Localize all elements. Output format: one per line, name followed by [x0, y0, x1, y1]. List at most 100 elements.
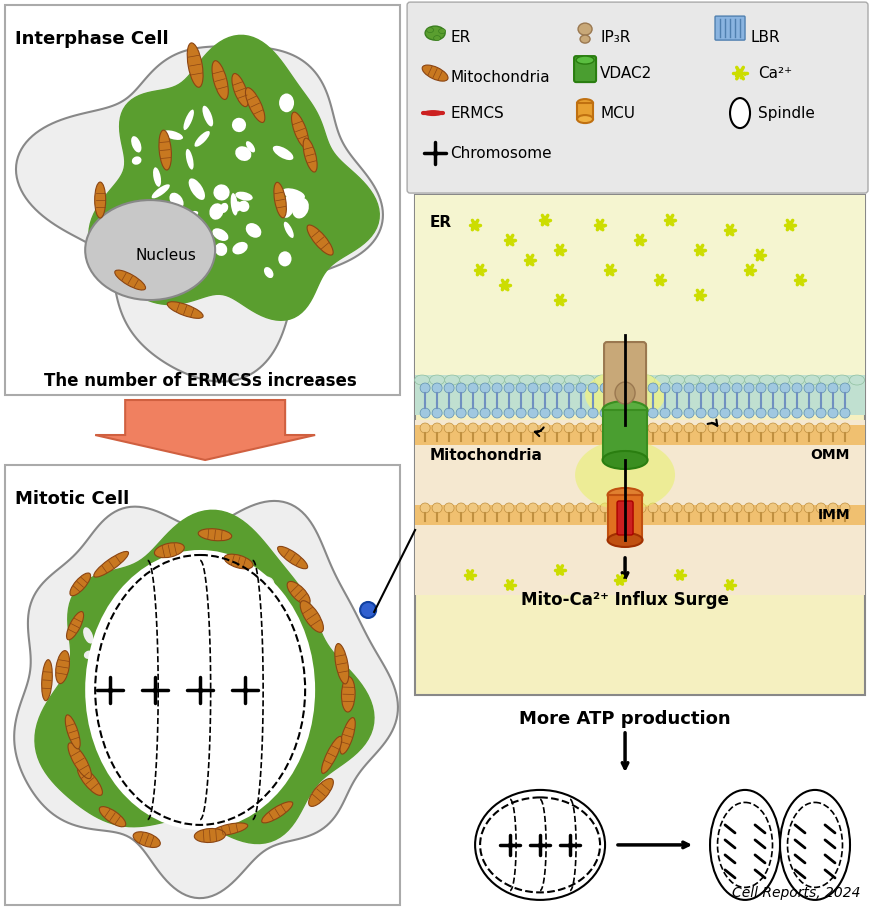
Circle shape: [815, 503, 825, 513]
Ellipse shape: [282, 191, 299, 211]
Ellipse shape: [133, 832, 160, 847]
Ellipse shape: [489, 375, 504, 385]
FancyBboxPatch shape: [574, 56, 595, 82]
Ellipse shape: [65, 715, 80, 749]
Ellipse shape: [283, 204, 294, 218]
Ellipse shape: [42, 660, 52, 701]
Ellipse shape: [211, 823, 248, 835]
Ellipse shape: [202, 696, 209, 718]
Ellipse shape: [307, 225, 333, 255]
Ellipse shape: [759, 375, 773, 385]
Ellipse shape: [263, 267, 273, 278]
Bar: [415, 505, 864, 525]
Ellipse shape: [233, 201, 242, 211]
Circle shape: [803, 383, 813, 393]
Ellipse shape: [230, 193, 237, 216]
Circle shape: [600, 423, 609, 433]
Circle shape: [563, 503, 574, 513]
Text: Spindle: Spindle: [757, 106, 814, 120]
Circle shape: [575, 383, 586, 393]
Circle shape: [527, 408, 537, 418]
Circle shape: [671, 408, 681, 418]
Ellipse shape: [265, 729, 275, 745]
Ellipse shape: [215, 243, 227, 256]
Ellipse shape: [68, 742, 91, 779]
Circle shape: [540, 503, 549, 513]
Circle shape: [671, 503, 681, 513]
Circle shape: [755, 383, 765, 393]
Ellipse shape: [159, 130, 171, 170]
Bar: [415, 425, 864, 445]
Ellipse shape: [519, 375, 534, 385]
Ellipse shape: [474, 790, 604, 900]
Ellipse shape: [208, 692, 225, 701]
Ellipse shape: [115, 270, 145, 290]
Circle shape: [731, 503, 741, 513]
Circle shape: [468, 383, 478, 393]
Bar: [576, 103, 593, 119]
Circle shape: [455, 383, 466, 393]
Ellipse shape: [148, 643, 156, 663]
Circle shape: [720, 408, 729, 418]
Circle shape: [480, 503, 489, 513]
Circle shape: [480, 383, 489, 393]
Ellipse shape: [122, 619, 142, 630]
Circle shape: [468, 423, 478, 433]
Circle shape: [432, 503, 441, 513]
Circle shape: [635, 383, 646, 393]
Ellipse shape: [576, 115, 593, 123]
Ellipse shape: [669, 375, 684, 385]
Ellipse shape: [264, 709, 275, 722]
Circle shape: [503, 503, 514, 513]
Circle shape: [527, 383, 537, 393]
Circle shape: [552, 408, 561, 418]
Circle shape: [480, 408, 489, 418]
Ellipse shape: [287, 581, 309, 605]
Ellipse shape: [577, 23, 592, 36]
Circle shape: [660, 423, 669, 433]
Ellipse shape: [129, 694, 143, 711]
Circle shape: [552, 503, 561, 513]
Circle shape: [635, 408, 646, 418]
Text: ER: ER: [429, 215, 452, 230]
Circle shape: [767, 423, 777, 433]
Circle shape: [695, 423, 706, 433]
Circle shape: [815, 408, 825, 418]
Circle shape: [503, 408, 514, 418]
Ellipse shape: [848, 375, 864, 385]
Circle shape: [527, 503, 537, 513]
Text: Mitotic Cell: Mitotic Cell: [15, 490, 129, 508]
Ellipse shape: [788, 375, 804, 385]
Circle shape: [803, 423, 813, 433]
Circle shape: [671, 383, 681, 393]
Ellipse shape: [66, 611, 83, 640]
Circle shape: [683, 408, 693, 418]
Ellipse shape: [653, 375, 669, 385]
Ellipse shape: [232, 242, 248, 254]
Circle shape: [432, 423, 441, 433]
Circle shape: [707, 423, 717, 433]
Circle shape: [587, 423, 597, 433]
Ellipse shape: [819, 375, 833, 385]
Text: The number of ERMCSs increases: The number of ERMCSs increases: [43, 372, 356, 390]
Ellipse shape: [99, 806, 126, 827]
Ellipse shape: [253, 639, 273, 653]
Circle shape: [420, 503, 429, 513]
Circle shape: [492, 383, 501, 393]
Text: ER: ER: [449, 29, 470, 45]
Circle shape: [827, 503, 837, 513]
Circle shape: [443, 423, 454, 433]
Ellipse shape: [584, 370, 664, 420]
Ellipse shape: [85, 200, 215, 300]
Circle shape: [552, 423, 561, 433]
Ellipse shape: [444, 375, 459, 385]
Ellipse shape: [341, 677, 355, 712]
Ellipse shape: [224, 554, 253, 568]
Ellipse shape: [684, 375, 699, 385]
Ellipse shape: [607, 488, 642, 502]
Ellipse shape: [209, 203, 223, 220]
Circle shape: [443, 408, 454, 418]
Ellipse shape: [187, 43, 202, 87]
FancyBboxPatch shape: [607, 495, 641, 540]
Circle shape: [779, 423, 789, 433]
